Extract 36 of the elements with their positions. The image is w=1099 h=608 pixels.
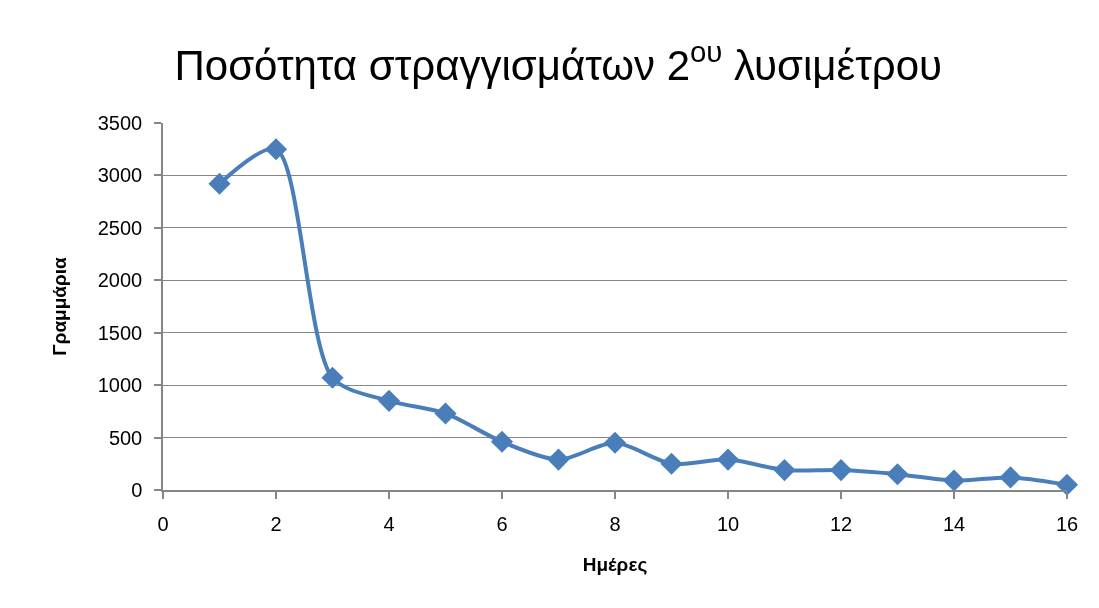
y-tick-label: 500 [108, 426, 143, 449]
point [999, 466, 1022, 489]
point [321, 366, 344, 389]
point [716, 448, 740, 471]
y-tick-label: 1000 [97, 374, 143, 397]
point [434, 402, 457, 425]
y-tick-label: 0 [131, 479, 143, 501]
y-tick-label: 2500 [97, 216, 143, 239]
point [660, 452, 683, 475]
point [208, 172, 231, 195]
x-tick-label: 14 [942, 512, 966, 535]
point [773, 459, 796, 482]
y-tick-label: 1500 [97, 321, 143, 344]
point [829, 459, 853, 482]
point [264, 138, 288, 161]
point [377, 389, 401, 412]
x-tick-label: 6 [496, 512, 508, 535]
x-axis-title: Ημέρες [582, 554, 648, 576]
y-tick-label: 3000 [97, 164, 143, 187]
x-tick-label: 16 [1055, 512, 1079, 535]
point [942, 469, 966, 492]
y-tick-label: 3500 [97, 112, 143, 134]
x-tick-label: 2 [270, 512, 282, 535]
chart-title: Ποσότητα στραγγισμάτων 2$^{ου}$ λυσιμέτρου [174, 35, 943, 89]
x-tick-label: 4 [383, 512, 395, 535]
x-tick-label: 12 [829, 512, 853, 535]
point [1055, 473, 1079, 496]
x-tick-label: 10 [716, 512, 740, 535]
point [603, 431, 627, 454]
y-tick-label: 2000 [97, 269, 143, 292]
x-tick-label: 8 [609, 512, 621, 535]
point [547, 448, 570, 471]
y-axis-title: Γραμμάρια [49, 256, 71, 356]
point [490, 430, 514, 453]
x-tick-label: 0 [157, 512, 169, 535]
point [886, 463, 909, 486]
